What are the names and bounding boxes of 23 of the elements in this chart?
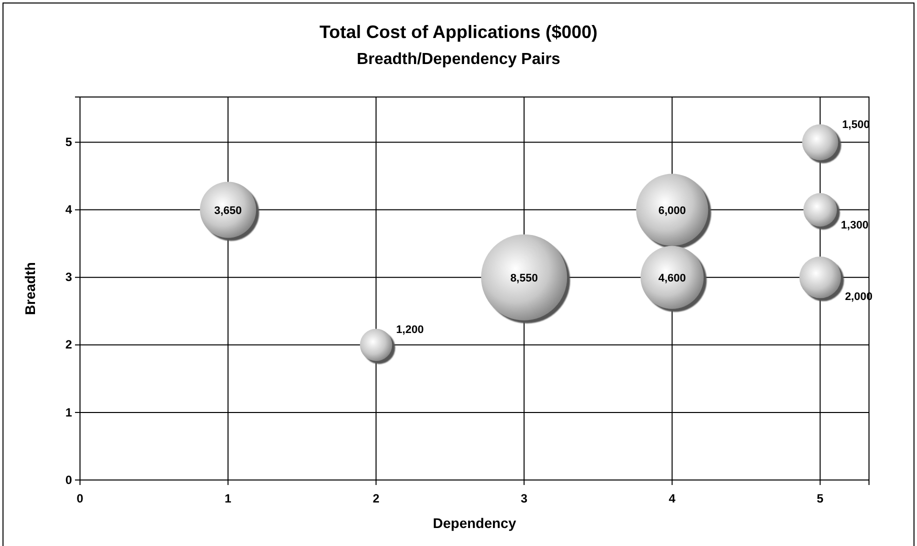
x-axis-title: Dependency bbox=[432, 515, 516, 531]
x-tick-label: 1 bbox=[224, 491, 232, 506]
x-tick-label: 3 bbox=[520, 491, 528, 506]
data-label: 4,600 bbox=[658, 272, 686, 284]
y-axis-title: Breadth bbox=[22, 262, 38, 315]
data-label: 1,200 bbox=[396, 324, 424, 336]
x-tick-label: 4 bbox=[668, 491, 676, 506]
x-tick-label: 2 bbox=[372, 491, 380, 506]
y-tick-label: 3 bbox=[65, 270, 72, 284]
data-label: 8,550 bbox=[510, 272, 538, 284]
y-tick-label: 2 bbox=[65, 338, 72, 352]
data-label: 1,500 bbox=[842, 119, 870, 132]
x-tick-label: 0 bbox=[76, 491, 84, 506]
data-label: 6,000 bbox=[658, 204, 686, 217]
y-tick-label: 4 bbox=[65, 202, 72, 217]
x-tick-label: 5 bbox=[816, 491, 824, 506]
y-tick-label: 0 bbox=[65, 472, 72, 487]
y-tick-label: 1 bbox=[65, 405, 72, 420]
y-tick-label: 5 bbox=[65, 135, 72, 150]
chart-title: Total Cost of Applications ($000) bbox=[319, 22, 598, 42]
data-label: 1,300 bbox=[840, 220, 868, 232]
data-label: 3,650 bbox=[214, 204, 242, 217]
chart-subtitle: Breadth/Dependency Pairs bbox=[356, 51, 560, 68]
